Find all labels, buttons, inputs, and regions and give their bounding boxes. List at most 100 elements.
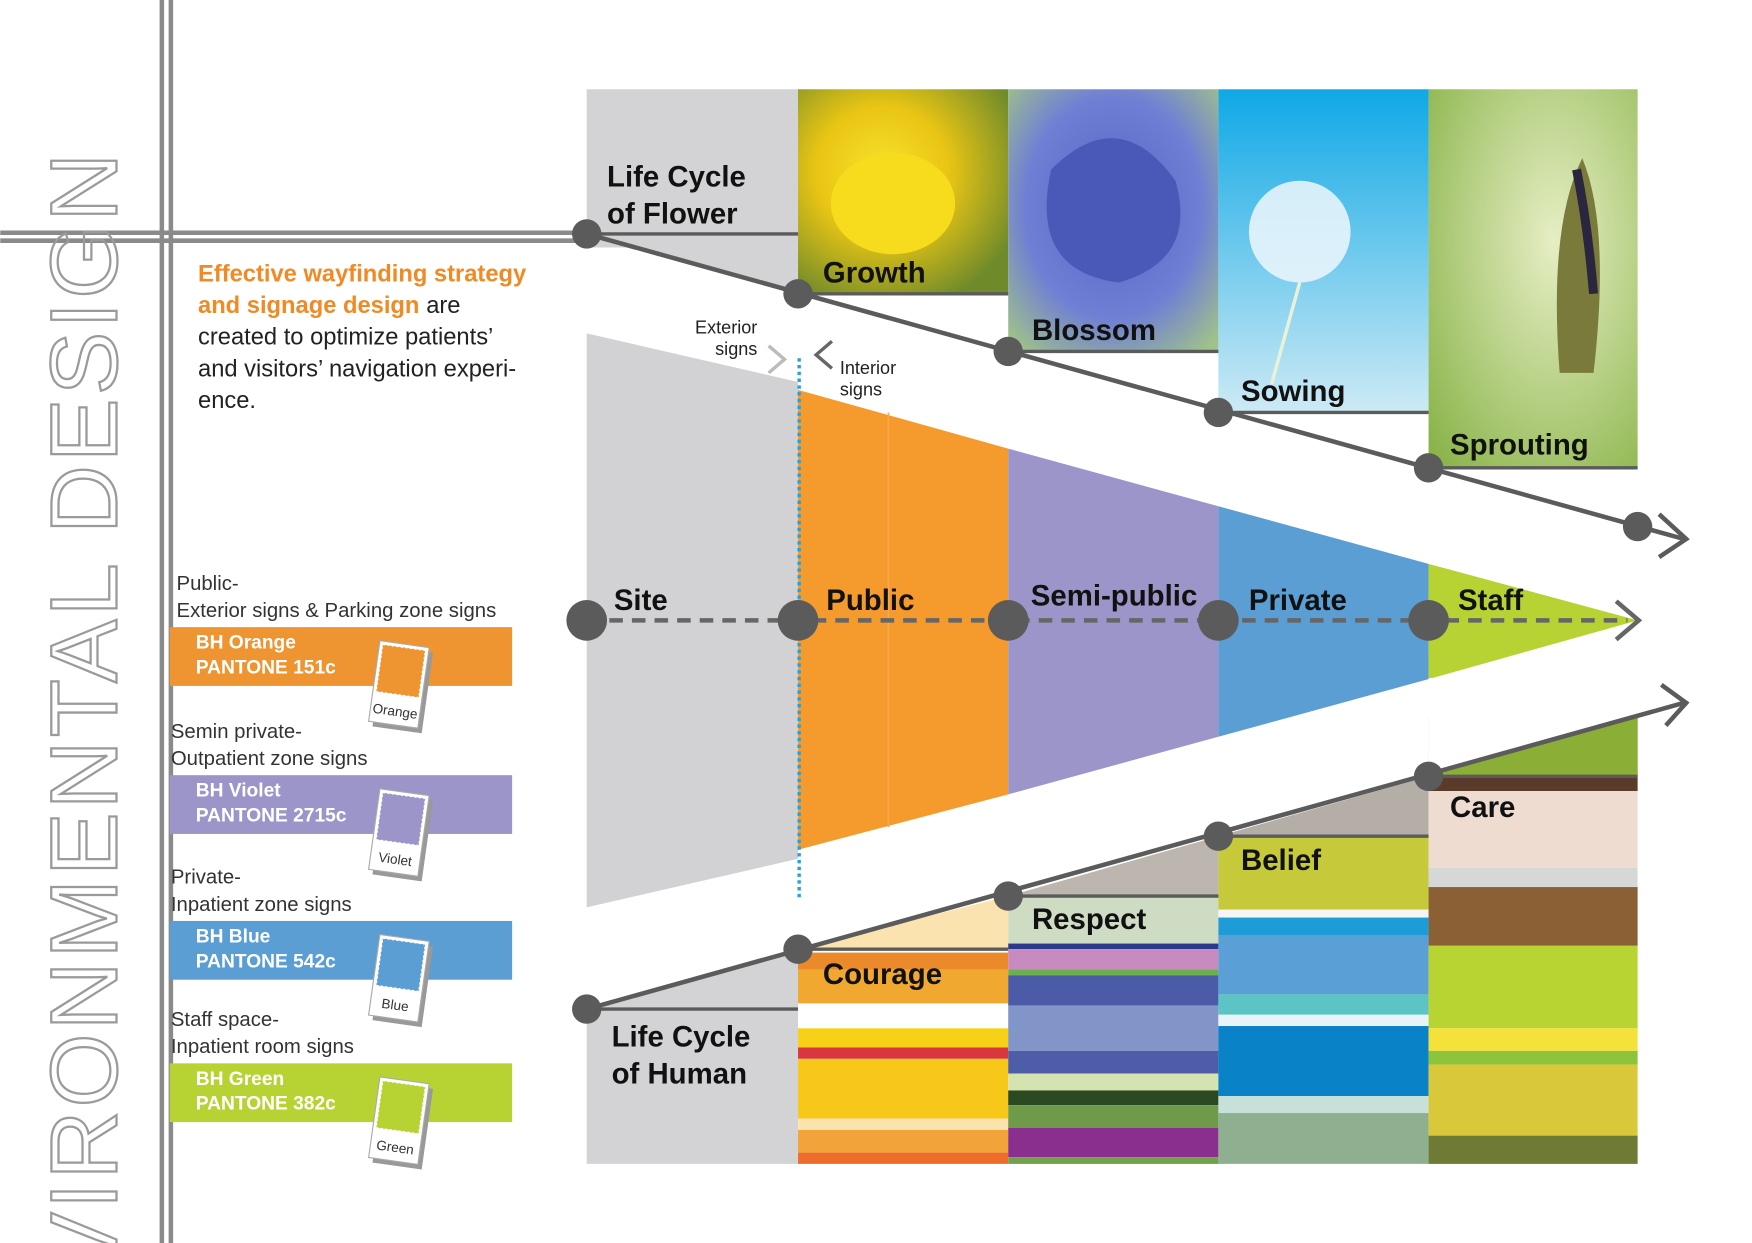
- shape: [767, 344, 788, 375]
- stripe: [1008, 1050, 1219, 1074]
- stripe: [1008, 969, 1219, 976]
- stripe: [1218, 1014, 1429, 1027]
- zone-label: Site: [614, 584, 668, 617]
- shape: [586, 333, 799, 908]
- stripe: [1008, 943, 1219, 950]
- stripe: [798, 1047, 1009, 1059]
- shape: [586, 949, 799, 1164]
- stripe: [798, 952, 1009, 970]
- stripe: [1218, 909, 1429, 918]
- shape: [1660, 682, 1690, 727]
- swatch-color: [375, 1080, 426, 1135]
- shape: [987, 600, 1029, 641]
- exterior-label: signs: [715, 339, 757, 359]
- shape: [783, 279, 813, 309]
- color-name: BH Blue: [196, 926, 271, 947]
- flower-band: [586, 89, 1638, 468]
- stripe: [798, 969, 1009, 1004]
- pantone-code: PANTONE 382c: [196, 1094, 336, 1115]
- stripe-bg: [1008, 836, 1219, 897]
- swatch-card: Violet: [367, 788, 434, 882]
- stripe: [1218, 1113, 1429, 1164]
- shape: [572, 994, 602, 1024]
- swatch-label: Blue: [381, 996, 410, 1015]
- flower-title: of Flower: [607, 198, 738, 231]
- stripe: [1428, 1028, 1638, 1051]
- stripe: [1428, 1064, 1638, 1136]
- color-name: BH Green: [196, 1069, 284, 1090]
- shape: [813, 339, 834, 370]
- pantone-code: PANTONE 151c: [196, 657, 336, 678]
- zone-label: Private: [1249, 584, 1347, 617]
- interior-label: Interior: [840, 358, 896, 378]
- color-name: BH Violet: [196, 781, 282, 802]
- stripe: [1008, 949, 1219, 970]
- shape: [1203, 821, 1234, 851]
- stripe: [1008, 1090, 1219, 1106]
- shape: [1248, 180, 1351, 283]
- stripe: [1008, 896, 1219, 944]
- shape: [993, 336, 1023, 367]
- legend-caption: Outpatient zone signs: [171, 748, 368, 770]
- legend-caption: Inpatient zone signs: [171, 894, 352, 916]
- interior-label: signs: [840, 380, 882, 400]
- shape: [586, 231, 1685, 542]
- pantone-code: PANTONE 542c: [196, 951, 336, 972]
- stripe: [1428, 1135, 1638, 1164]
- shape: [1046, 138, 1181, 283]
- shape: [1614, 599, 1643, 642]
- intro-text: are: [426, 293, 460, 319]
- legend: Public- Exterior signs & Parking zone sig…: [169, 573, 513, 1170]
- color-bar: [169, 627, 513, 686]
- cycle-lines: [586, 231, 1690, 1012]
- stage-label: Sprouting: [1450, 428, 1589, 461]
- zone-label: Staff: [1458, 584, 1523, 617]
- stripe: [1428, 945, 1638, 1029]
- stage-label: Blossom: [1032, 314, 1156, 347]
- shape: [586, 700, 1685, 1012]
- stripe: [1008, 1105, 1219, 1128]
- stripe: [1008, 1127, 1219, 1158]
- shape: [1428, 89, 1638, 468]
- mask: [1428, 678, 1638, 777]
- stripe: [798, 1058, 1009, 1119]
- shape: [1413, 453, 1444, 483]
- stage-label: Respect: [1032, 903, 1147, 936]
- shape: [1203, 397, 1234, 428]
- legend-caption: Private-: [171, 867, 241, 889]
- stripe: [1218, 994, 1429, 1015]
- swatch-label: Violet: [377, 850, 413, 870]
- zone-label: Semi-public: [1031, 580, 1197, 613]
- stripe: [798, 1003, 1009, 1029]
- swatch-color: [375, 791, 426, 847]
- legend-caption: Exterior signs & Parking zone signs: [177, 600, 497, 622]
- exterior-label: Exterior: [695, 317, 757, 337]
- stripe: [1218, 1096, 1429, 1114]
- shape: [783, 934, 813, 964]
- stripe: [1428, 1050, 1638, 1065]
- swatch-color: [375, 937, 426, 992]
- pantone-code: PANTONE 2715c: [196, 806, 347, 827]
- stripe: [1218, 836, 1429, 910]
- stripe: [1008, 975, 1219, 1006]
- stripe: [1218, 935, 1429, 995]
- stripe: [1428, 791, 1638, 868]
- stripe: [1218, 1026, 1429, 1097]
- stripe: [798, 1028, 1009, 1048]
- swatch-label: Orange: [372, 701, 419, 722]
- legend-caption: Semin private-: [171, 721, 302, 743]
- flower-title: Life Cycle: [607, 160, 746, 193]
- color-bar: [169, 1063, 513, 1123]
- intro: Effective wayfinding strategy and signag…: [198, 261, 527, 414]
- stripe: [798, 1130, 1009, 1153]
- intro-highlight: and signage design: [198, 293, 419, 319]
- shape: [566, 600, 608, 641]
- legend-caption: Inpatient room signs: [171, 1036, 354, 1058]
- shape: [586, 89, 799, 248]
- shape: [1408, 600, 1449, 641]
- legend-caption: Public-: [177, 573, 239, 595]
- stage-label: Courage: [823, 958, 942, 991]
- intro-text: ence.: [198, 388, 256, 414]
